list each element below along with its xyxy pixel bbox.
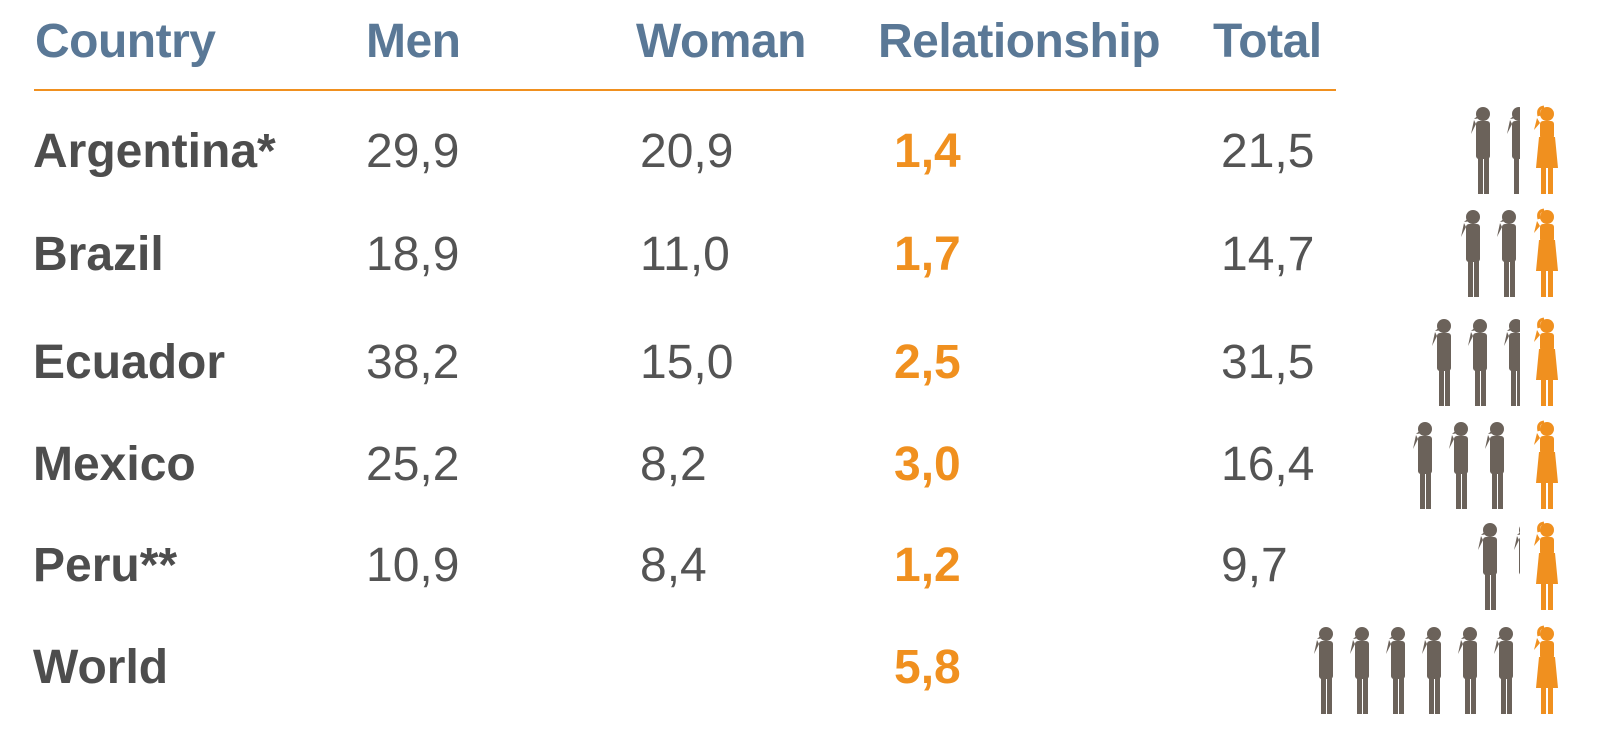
woman-figure-icon [1534, 208, 1558, 297]
women-cell: 20,9 [640, 125, 734, 178]
man-figure-partial-icon [1504, 319, 1520, 406]
total-cell: 31,5 [1221, 336, 1315, 389]
man-figure-icon [1478, 523, 1497, 610]
man-figure-partial-icon [1507, 107, 1520, 194]
ratio-pictogram [1432, 317, 1558, 406]
country-cell: Brazil [33, 228, 164, 281]
relationship-cell: 2,5 [894, 336, 961, 389]
man-figure-icon [1314, 627, 1333, 714]
woman-figure-icon [1534, 521, 1558, 610]
ratio-pictogram [1314, 625, 1558, 714]
women-cell: 8,4 [640, 539, 707, 592]
country-cell: World [33, 641, 169, 694]
man-figure-icon [1350, 627, 1369, 714]
woman-figure-icon [1534, 317, 1558, 406]
ratio-pictogram [1471, 105, 1558, 194]
total-cell: 14,7 [1221, 228, 1315, 281]
relationship-cell: 1,7 [894, 228, 961, 281]
man-figure-icon [1468, 319, 1487, 406]
man-figure-icon [1449, 422, 1468, 509]
ratio-pictogram [1413, 420, 1558, 509]
header-men: Men [366, 15, 461, 68]
man-figure-icon [1461, 210, 1480, 297]
ratio-pictogram [1478, 521, 1558, 610]
men-cell: 38,2 [366, 336, 460, 389]
header-relationship: Relationship [878, 15, 1161, 68]
men-cell: 18,9 [366, 228, 460, 281]
men-cell: 10,9 [366, 539, 460, 592]
man-figure-partial-icon [1497, 210, 1516, 297]
relationship-cell: 1,2 [894, 539, 961, 592]
man-figure-icon [1413, 422, 1432, 509]
total-cell: 21,5 [1221, 125, 1315, 178]
table-row: Peru** 10,9 8,4 1,2 9,7 [0, 526, 1600, 606]
man-figure-icon [1422, 627, 1441, 714]
total-cell: 16,4 [1221, 438, 1315, 491]
man-figure-icon [1485, 422, 1504, 509]
men-cell: 25,2 [366, 438, 460, 491]
ratio-pictogram [1461, 208, 1558, 297]
man-figure-icon [1432, 319, 1451, 406]
woman-figure-icon [1534, 625, 1558, 714]
table-row: Brazil 18,9 11,0 1,7 14,7 [0, 215, 1600, 295]
woman-figure-icon [1534, 420, 1558, 509]
relationship-cell: 5,8 [894, 641, 961, 694]
country-cell: Peru** [33, 539, 178, 592]
man-figure-icon [1386, 627, 1405, 714]
women-cell: 15,0 [640, 336, 734, 389]
woman-figure-icon [1534, 105, 1558, 194]
man-figure-icon [1471, 107, 1490, 194]
header-divider [34, 89, 1336, 91]
women-cell: 11,0 [640, 228, 730, 281]
total-cell: 9,7 [1221, 539, 1288, 592]
country-cell: Argentina* [33, 125, 276, 178]
women-cell: 8,2 [640, 438, 707, 491]
table-row: Mexico 25,2 8,2 3,0 16,4 [0, 425, 1600, 505]
table-row: Argentina* 29,9 20,9 1,4 21,5 [0, 112, 1600, 192]
header-country: Country [35, 15, 216, 68]
table-row: Ecuador 38,2 15,0 2,5 31,5 [0, 323, 1600, 403]
man-figure-partial-icon [1494, 627, 1513, 714]
relationship-cell: 1,4 [894, 125, 961, 178]
man-figure-partial-icon [1514, 526, 1520, 575]
header-total: Total [1213, 15, 1322, 68]
relationship-cell: 3,0 [894, 438, 961, 491]
country-cell: Mexico [33, 438, 196, 491]
header-woman: Woman [636, 15, 806, 68]
country-cell: Ecuador [33, 336, 226, 389]
table-row: World 5,8 [0, 628, 1600, 708]
men-cell: 29,9 [366, 125, 460, 178]
man-figure-icon [1458, 627, 1477, 714]
